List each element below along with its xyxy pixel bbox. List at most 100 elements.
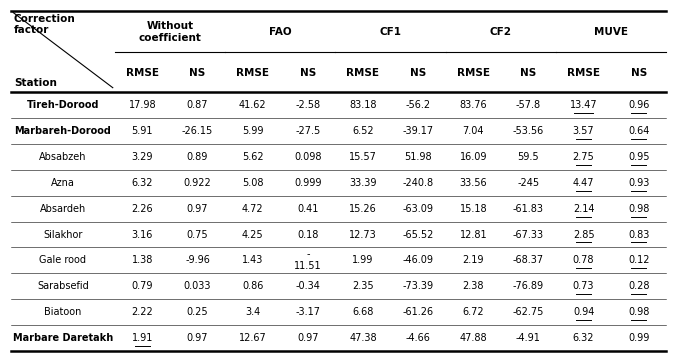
Text: 1.38: 1.38 bbox=[132, 255, 153, 265]
Text: 0.97: 0.97 bbox=[187, 204, 208, 214]
Text: -67.33: -67.33 bbox=[513, 229, 544, 240]
Text: -39.17: -39.17 bbox=[402, 126, 433, 136]
Text: 0.999: 0.999 bbox=[294, 178, 322, 188]
Text: 47.38: 47.38 bbox=[349, 333, 377, 343]
Text: Without
coefficient: Without coefficient bbox=[139, 21, 201, 43]
Text: 1.43: 1.43 bbox=[242, 255, 263, 265]
Text: 3.16: 3.16 bbox=[132, 229, 153, 240]
Text: 0.12: 0.12 bbox=[628, 255, 649, 265]
Text: 0.78: 0.78 bbox=[573, 255, 594, 265]
Text: 12.81: 12.81 bbox=[460, 229, 487, 240]
Text: Azna: Azna bbox=[51, 178, 75, 188]
Text: 11.51: 11.51 bbox=[294, 261, 322, 271]
Text: RMSE: RMSE bbox=[126, 68, 159, 78]
Text: Gale rood: Gale rood bbox=[40, 255, 87, 265]
Text: -73.39: -73.39 bbox=[402, 281, 433, 291]
Text: 0.098: 0.098 bbox=[294, 152, 322, 162]
Text: 2.14: 2.14 bbox=[573, 204, 594, 214]
Text: Station: Station bbox=[14, 78, 57, 88]
Text: 0.75: 0.75 bbox=[186, 229, 209, 240]
Text: 0.73: 0.73 bbox=[573, 281, 594, 291]
Text: Absardeh: Absardeh bbox=[40, 204, 86, 214]
Text: -2.58: -2.58 bbox=[295, 100, 320, 110]
Text: 0.41: 0.41 bbox=[297, 204, 318, 214]
Text: 1.99: 1.99 bbox=[352, 255, 374, 265]
Text: -63.09: -63.09 bbox=[402, 204, 433, 214]
Text: 0.96: 0.96 bbox=[628, 100, 649, 110]
Text: 3.57: 3.57 bbox=[573, 126, 594, 136]
Text: 2.22: 2.22 bbox=[131, 307, 153, 317]
Text: NS: NS bbox=[299, 68, 316, 78]
Text: 0.79: 0.79 bbox=[132, 281, 153, 291]
Text: 6.32: 6.32 bbox=[132, 178, 153, 188]
Text: 5.91: 5.91 bbox=[132, 126, 153, 136]
Text: 47.88: 47.88 bbox=[460, 333, 487, 343]
Text: 0.18: 0.18 bbox=[297, 229, 318, 240]
Text: 7.04: 7.04 bbox=[462, 126, 484, 136]
Text: -61.83: -61.83 bbox=[513, 204, 544, 214]
Text: 0.033: 0.033 bbox=[184, 281, 211, 291]
Text: 0.87: 0.87 bbox=[187, 100, 208, 110]
Text: 0.97: 0.97 bbox=[187, 333, 208, 343]
Text: 0.89: 0.89 bbox=[187, 152, 208, 162]
Text: Marbareh-Dorood: Marbareh-Dorood bbox=[15, 126, 112, 136]
Text: 0.98: 0.98 bbox=[628, 204, 649, 214]
Text: 83.18: 83.18 bbox=[349, 100, 377, 110]
Text: 15.18: 15.18 bbox=[460, 204, 487, 214]
Text: 0.94: 0.94 bbox=[573, 307, 594, 317]
Text: RMSE: RMSE bbox=[236, 68, 269, 78]
Text: 3.4: 3.4 bbox=[245, 307, 260, 317]
Text: -245: -245 bbox=[518, 178, 540, 188]
Text: MUVE: MUVE bbox=[594, 27, 628, 37]
Text: -26.15: -26.15 bbox=[182, 126, 213, 136]
Text: CF2: CF2 bbox=[490, 27, 512, 37]
Text: 6.68: 6.68 bbox=[352, 307, 374, 317]
Text: 41.62: 41.62 bbox=[239, 100, 267, 110]
Text: 0.86: 0.86 bbox=[242, 281, 263, 291]
Text: -: - bbox=[306, 249, 310, 259]
Text: -0.34: -0.34 bbox=[295, 281, 320, 291]
Text: 12.67: 12.67 bbox=[239, 333, 267, 343]
Text: -62.75: -62.75 bbox=[513, 307, 544, 317]
Text: Silakhor: Silakhor bbox=[43, 229, 83, 240]
Text: -53.56: -53.56 bbox=[513, 126, 544, 136]
Text: RMSE: RMSE bbox=[347, 68, 380, 78]
Text: -9.96: -9.96 bbox=[185, 255, 210, 265]
Text: 2.38: 2.38 bbox=[462, 281, 484, 291]
Text: -4.66: -4.66 bbox=[406, 333, 431, 343]
Text: -4.91: -4.91 bbox=[516, 333, 541, 343]
Text: RMSE: RMSE bbox=[567, 68, 600, 78]
Text: 2.75: 2.75 bbox=[573, 152, 594, 162]
Text: 2.35: 2.35 bbox=[352, 281, 374, 291]
Text: NS: NS bbox=[189, 68, 206, 78]
Text: FAO: FAO bbox=[269, 27, 291, 37]
Text: 4.72: 4.72 bbox=[242, 204, 264, 214]
Text: 0.93: 0.93 bbox=[628, 178, 649, 188]
Text: 0.922: 0.922 bbox=[184, 178, 211, 188]
Text: Marbare Daretakh: Marbare Daretakh bbox=[13, 333, 113, 343]
Text: 13.47: 13.47 bbox=[570, 100, 598, 110]
Text: Biatoon: Biatoon bbox=[44, 307, 81, 317]
Text: Sarabsefid: Sarabsefid bbox=[37, 281, 89, 291]
Text: 0.83: 0.83 bbox=[628, 229, 649, 240]
Text: 0.99: 0.99 bbox=[628, 333, 649, 343]
Text: NS: NS bbox=[410, 68, 426, 78]
Text: 4.47: 4.47 bbox=[573, 178, 594, 188]
Text: 0.98: 0.98 bbox=[628, 307, 649, 317]
Text: 59.5: 59.5 bbox=[518, 152, 539, 162]
Text: 51.98: 51.98 bbox=[404, 152, 432, 162]
Text: 6.72: 6.72 bbox=[462, 307, 484, 317]
Text: -57.8: -57.8 bbox=[516, 100, 541, 110]
Text: 6.32: 6.32 bbox=[573, 333, 594, 343]
Text: 83.76: 83.76 bbox=[460, 100, 487, 110]
Text: 5.99: 5.99 bbox=[242, 126, 263, 136]
Text: 15.26: 15.26 bbox=[349, 204, 377, 214]
Text: -46.09: -46.09 bbox=[402, 255, 433, 265]
Text: 2.19: 2.19 bbox=[462, 255, 484, 265]
Text: -240.8: -240.8 bbox=[402, 178, 433, 188]
Text: 16.09: 16.09 bbox=[460, 152, 487, 162]
Text: Correction
factor: Correction factor bbox=[14, 14, 75, 35]
Text: -3.17: -3.17 bbox=[295, 307, 320, 317]
Text: 0.97: 0.97 bbox=[297, 333, 318, 343]
Text: 2.26: 2.26 bbox=[131, 204, 153, 214]
